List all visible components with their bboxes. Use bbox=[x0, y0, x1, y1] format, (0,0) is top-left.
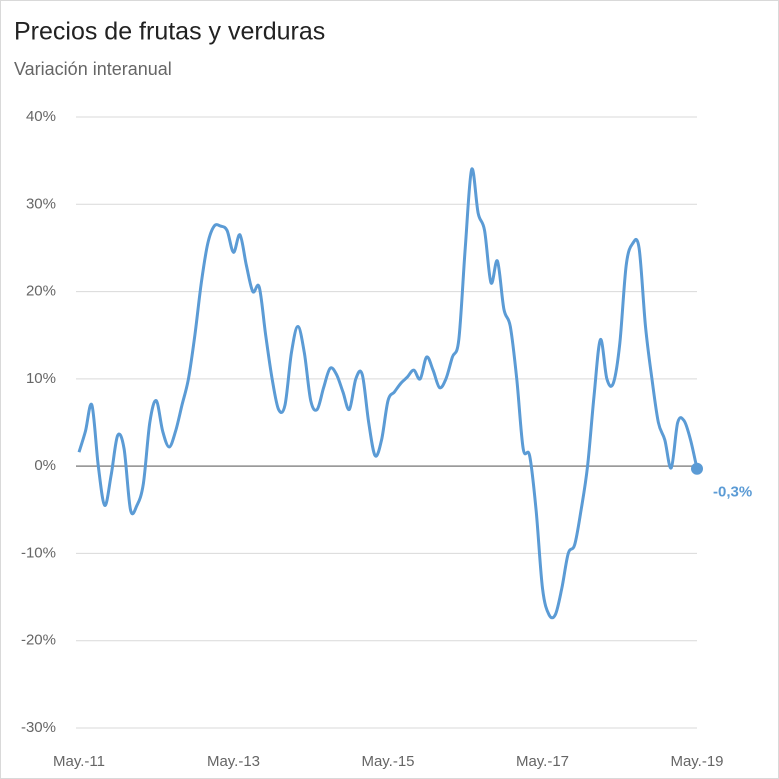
x-tick-label: May.-13 bbox=[207, 753, 260, 770]
x-tick-label: May.-15 bbox=[361, 753, 414, 770]
x-tick-label: May.-19 bbox=[670, 753, 723, 770]
x-tick-label: May.-11 bbox=[53, 753, 105, 770]
x-tick-label: May.-17 bbox=[516, 753, 569, 770]
y-tick-label: 0% bbox=[34, 457, 56, 474]
chart-title: Precios de frutas y verduras bbox=[14, 18, 325, 46]
y-tick-label: 40% bbox=[26, 108, 56, 125]
data-line bbox=[77, 167, 699, 620]
y-tick-label: 20% bbox=[26, 283, 56, 300]
y-tick-label: -10% bbox=[21, 544, 56, 561]
value-label: -0,3% bbox=[713, 484, 752, 501]
y-tick-label: -20% bbox=[21, 632, 56, 649]
y-tick-label: -30% bbox=[21, 719, 56, 736]
y-tick-label: 30% bbox=[26, 195, 56, 212]
y-tick-label: 10% bbox=[26, 370, 56, 387]
end-point bbox=[691, 462, 703, 475]
chart-subtitle: Variación interanual bbox=[14, 59, 172, 79]
